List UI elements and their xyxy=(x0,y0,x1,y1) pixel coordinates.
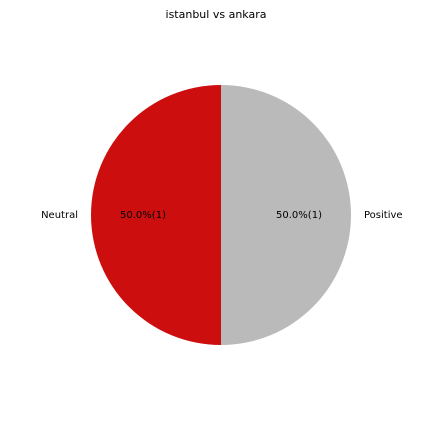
slice-label-neutral: Neutral xyxy=(41,210,78,221)
slice-percent-label-positive: 50.0%(1) xyxy=(276,210,322,221)
slice-label-positive: Positive xyxy=(364,210,403,221)
pie-slice-neutral xyxy=(91,85,221,345)
pie-slice-positive xyxy=(221,85,351,345)
slice-percent-label-neutral: 50.0%(1) xyxy=(120,210,166,221)
chart-title: istanbul vs ankara xyxy=(165,8,267,21)
